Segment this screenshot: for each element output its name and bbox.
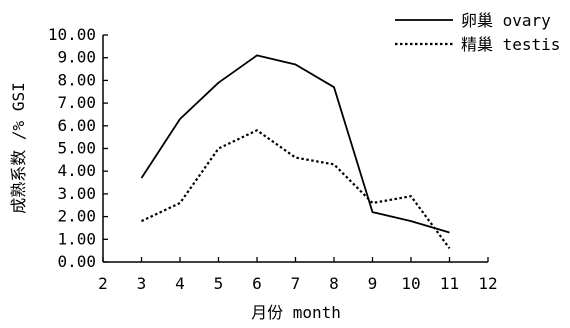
- x-tick-label: 4: [175, 274, 185, 293]
- series-line-1: [141, 129, 451, 250]
- x-tick-label: 9: [368, 274, 378, 293]
- y-tick-label: 5.00: [57, 139, 96, 158]
- x-tick-label: 8: [329, 274, 339, 293]
- y-tick-label: 9.00: [57, 48, 96, 67]
- y-tick-label: 2.00: [57, 207, 96, 226]
- legend: 卵巢 ovary 精巢 testis: [395, 11, 560, 54]
- y-tick-label: 3.00: [57, 184, 96, 203]
- x-tick-label: 5: [214, 274, 224, 293]
- x-tick-label: 11: [440, 274, 459, 293]
- y-tick-label: 1.00: [57, 229, 96, 248]
- y-tick-label: 4.00: [57, 161, 96, 180]
- series-layer: [140, 54, 451, 250]
- y-tick-label: 6.00: [57, 116, 96, 135]
- legend-label-1: 精巢 testis: [461, 35, 560, 54]
- x-tick-label: 12: [478, 274, 497, 293]
- y-tick-label: 0.00: [57, 252, 96, 271]
- legend-label-0: 卵巢 ovary: [461, 11, 551, 30]
- x-tick-label: 7: [291, 274, 301, 293]
- axes: 0.00 1.00 2.00 3.00 4.00 5.00 6.00 7.00 8.00 9.00…: [48, 25, 498, 293]
- x-tick-label: 6: [252, 274, 262, 293]
- series-line-0: [140, 54, 450, 234]
- y-axis-label: 成熟系数 /% GSI: [9, 82, 28, 213]
- y-tick-label: 7.00: [57, 93, 96, 112]
- y-tick-label: 10.00: [48, 25, 96, 44]
- x-tick-label: 2: [98, 274, 108, 293]
- x-tick-label: 3: [137, 274, 147, 293]
- y-tick-label: 8.00: [57, 70, 96, 89]
- x-axis-label: 月份 month: [251, 303, 341, 322]
- x-tick-label: 10: [401, 274, 420, 293]
